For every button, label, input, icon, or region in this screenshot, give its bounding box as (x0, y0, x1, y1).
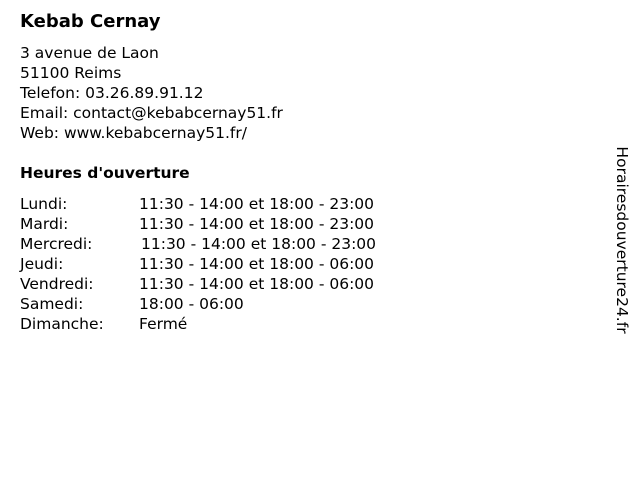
day-time: 11:30 - 14:00 et 18:00 - 23:00 (141, 235, 377, 253)
hours-table: Lundi: 11:30 - 14:00 et 18:00 - 23:00 Mar… (20, 194, 376, 334)
day-time: 11:30 - 14:00 et 18:00 - 06:00 (139, 255, 375, 273)
contact-info: 3 avenue de Laon 51100 Reims Telefon: 03… (20, 43, 283, 143)
day-label: Vendredi: (20, 275, 94, 293)
hours-row: Dimanche: Fermé (20, 314, 376, 334)
day-time: 11:30 - 14:00 et 18:00 - 23:00 (139, 215, 375, 233)
day-label: Samedi: (20, 295, 84, 313)
phone: Telefon: 03.26.89.91.12 (20, 84, 204, 102)
hours-row: Vendredi: 11:30 - 14:00 et 18:00 - 06:00 (20, 274, 376, 294)
hours-row: Mercredi: 11:30 - 14:00 et 18:00 - 23:00 (20, 234, 376, 254)
website: Web: www.kebabcernay51.fr/ (20, 124, 247, 142)
day-time: Fermé (139, 315, 188, 333)
street-address: 3 avenue de Laon (20, 44, 159, 62)
day-label: Lundi: (20, 195, 68, 213)
site-watermark: Horairesdouverture24.fr (613, 146, 631, 334)
day-label: Mardi: (20, 215, 69, 233)
day-label: Mercredi: (20, 235, 93, 253)
email: Email: contact@kebabcernay51.fr (20, 104, 283, 122)
hours-heading: Heures d'ouverture (20, 164, 190, 182)
hours-row: Lundi: 11:30 - 14:00 et 18:00 - 23:00 (20, 194, 376, 214)
city: 51100 Reims (20, 64, 122, 82)
hours-row: Mardi: 11:30 - 14:00 et 18:00 - 23:00 (20, 214, 376, 234)
hours-row: Samedi: 18:00 - 06:00 (20, 294, 376, 314)
day-time: 11:30 - 14:00 et 18:00 - 23:00 (139, 195, 375, 213)
business-name: Kebab Cernay (20, 11, 161, 32)
day-time: 11:30 - 14:00 et 18:00 - 06:00 (139, 275, 375, 293)
day-label: Jeudi: (20, 255, 64, 273)
hours-row: Jeudi: 11:30 - 14:00 et 18:00 - 06:00 (20, 254, 376, 274)
day-time: 18:00 - 06:00 (139, 295, 244, 313)
day-label: Dimanche: (20, 315, 104, 333)
